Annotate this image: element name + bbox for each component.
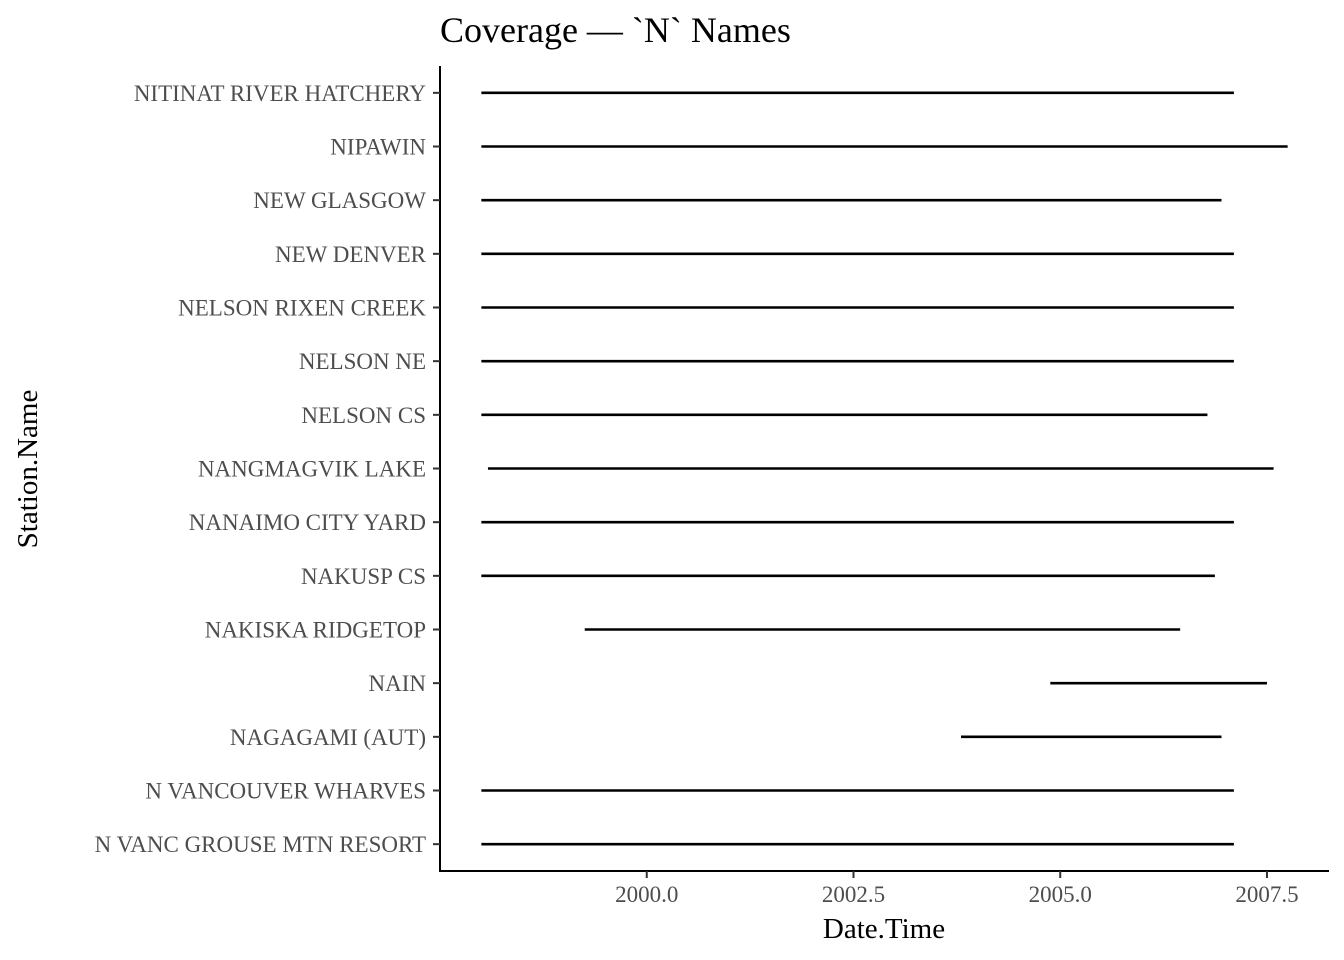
y-axis-title: Station.Name	[12, 390, 44, 549]
y-tick-label: N VANC GROUSE MTN RESORT	[95, 832, 426, 857]
x-tick-label: 2007.5	[1235, 882, 1298, 907]
y-tick-label: NANAIMO CITY YARD	[189, 510, 426, 535]
x-axis: 2000.0 2002.5 2005.0 2007.5	[615, 871, 1299, 907]
y-tick-label: NAIN	[369, 671, 427, 696]
y-tick-label: NAGAGAMI (AUT)	[230, 725, 426, 750]
y-axis: N VANC GROUSE MTN RESORT N VANCOUVER WHAR…	[95, 81, 440, 857]
plot-area	[481, 91, 1288, 846]
x-tick-label: 2005.0	[1029, 882, 1092, 907]
y-tick-label: NAKISKA RIDGETOP	[205, 618, 426, 643]
y-tick-label: NEW DENVER	[275, 242, 427, 267]
y-tick-label: NEW GLASGOW	[253, 188, 426, 213]
x-tick-label: 2000.0	[615, 882, 678, 907]
x-tick-label: 2002.5	[822, 882, 885, 907]
y-tick-label: N VANCOUVER WHARVES	[145, 779, 426, 804]
chart-title: Coverage — `N` Names	[440, 10, 791, 50]
y-tick-label: NANGMAGVIK LAKE	[198, 457, 426, 482]
y-tick-label: NITINAT RIVER HATCHERY	[134, 81, 427, 106]
y-tick-label: NELSON RIXEN CREEK	[178, 296, 426, 321]
x-axis-title: Date.Time	[823, 913, 945, 945]
y-tick-label: NIPAWIN	[330, 135, 426, 160]
y-tick-label: NAKUSP CS	[301, 564, 426, 589]
y-tick-label: NELSON NE	[299, 349, 426, 374]
y-tick-label: NELSON CS	[301, 403, 426, 428]
